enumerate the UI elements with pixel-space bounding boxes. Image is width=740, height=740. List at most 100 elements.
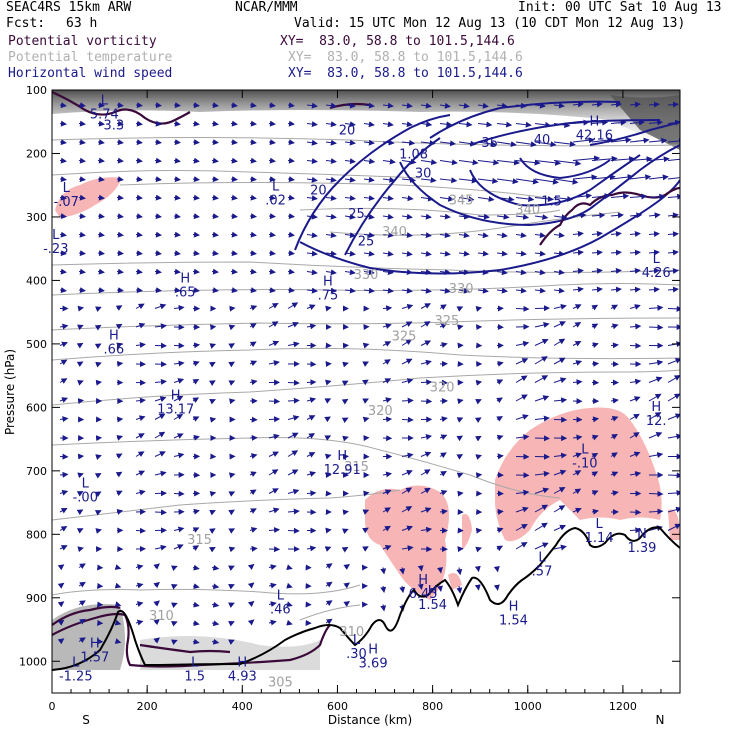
wind-vector <box>325 287 337 294</box>
wind-vector <box>135 451 145 457</box>
wind-vector <box>154 231 162 238</box>
wind-vector <box>667 523 680 531</box>
wind-vector <box>475 379 483 386</box>
wind-vector <box>667 433 680 440</box>
wind-vector <box>456 567 463 576</box>
wind-vector <box>135 102 143 109</box>
wind-vector <box>553 357 566 365</box>
wind-vector <box>268 321 279 328</box>
wind-vector <box>249 120 257 127</box>
y-tick-label: 800 <box>26 528 47 541</box>
wind-vector <box>572 101 584 108</box>
wind-vector <box>116 139 124 146</box>
wind-vector <box>382 507 391 513</box>
wind-vector <box>211 231 219 238</box>
hl-value: -1.25 <box>59 669 93 684</box>
wind-vector <box>439 250 451 257</box>
wind-vector <box>209 380 216 386</box>
wind-vector <box>515 414 529 420</box>
wind-vector <box>230 213 238 220</box>
wind-vector <box>154 451 166 457</box>
wind-vector <box>228 602 235 608</box>
y-tick-label: 1000 <box>19 655 47 668</box>
wind-vector <box>249 379 258 386</box>
wind-vector <box>230 268 238 275</box>
wind-vector <box>515 250 527 257</box>
wind-vector <box>591 508 599 515</box>
wind-vector <box>458 121 473 128</box>
wind-vector <box>534 141 557 148</box>
wind-vector <box>77 546 84 553</box>
wind-vector <box>171 565 178 572</box>
wind-vector <box>192 139 200 146</box>
wind-vector <box>306 158 318 165</box>
wind-vector <box>382 213 394 220</box>
wind-vector <box>362 527 369 534</box>
wind-vector <box>648 193 666 200</box>
wind-vector <box>192 508 200 515</box>
wind-vector <box>77 398 85 405</box>
wind-vector <box>610 434 618 440</box>
wind-vector <box>57 582 65 589</box>
wind-vector <box>382 195 394 202</box>
hl-value: 12. <box>646 414 667 429</box>
wind-vector <box>249 194 257 201</box>
wind-vector <box>420 195 435 202</box>
wind-vector <box>173 378 185 384</box>
wind-vector <box>420 102 432 109</box>
wind-vector <box>57 619 65 626</box>
wind-vector <box>306 195 318 202</box>
wind-vector <box>247 600 255 607</box>
wind-vector <box>249 287 257 294</box>
wind-vector <box>591 434 599 441</box>
y-tick-label: 500 <box>26 338 47 351</box>
center-label: NCAR/MMM <box>235 0 298 15</box>
wind-vector <box>173 250 181 257</box>
wind-vector <box>192 360 200 367</box>
field-xy-theta: XY= 83.0, 58.8 to 101.5,144.6 <box>288 50 523 65</box>
wind-vector <box>171 620 178 627</box>
wind-vector <box>135 601 144 607</box>
wind-vector <box>211 287 219 294</box>
wind-vector <box>420 451 432 458</box>
wind-vector <box>114 619 122 626</box>
hl-value: -.07 <box>54 195 79 210</box>
wind-vector <box>135 489 146 496</box>
hl-letter: H <box>180 271 190 286</box>
wind-vector <box>610 286 622 293</box>
wind-vector <box>153 600 160 607</box>
wind-vector <box>591 155 618 162</box>
wind-vector <box>456 585 463 594</box>
wind-vector <box>496 545 504 552</box>
wind-vector <box>553 195 574 202</box>
wind-vector <box>439 323 448 329</box>
y-tick-label: 300 <box>26 211 47 224</box>
hl-value: .57 <box>532 565 553 580</box>
wind-vector <box>135 582 144 589</box>
wind-vector <box>306 471 317 477</box>
wind-vector <box>610 267 622 274</box>
wind-vector <box>115 305 123 311</box>
wind-vector <box>287 379 300 386</box>
wind-vector <box>209 361 216 368</box>
wind-vector <box>496 250 508 257</box>
hl-value: .75 <box>318 288 339 303</box>
wind-vector <box>154 544 167 551</box>
wind-vector <box>249 305 258 311</box>
wind-vector <box>474 565 481 573</box>
wind-vector <box>667 177 680 180</box>
wind-vector <box>553 544 567 551</box>
wind-vector <box>97 139 105 146</box>
wind-vector <box>287 341 300 348</box>
wind-vector <box>439 452 447 459</box>
wind-vector <box>420 213 432 220</box>
hl-value: -.00 <box>73 490 98 505</box>
x-axis-label: Distance (km) <box>328 713 412 727</box>
wind-vector <box>154 431 166 439</box>
y-tick-label: 400 <box>26 274 47 287</box>
wind-vector <box>209 343 217 349</box>
wind-vector <box>247 563 255 570</box>
wind-vector <box>287 231 295 238</box>
wind-vector <box>591 342 599 349</box>
